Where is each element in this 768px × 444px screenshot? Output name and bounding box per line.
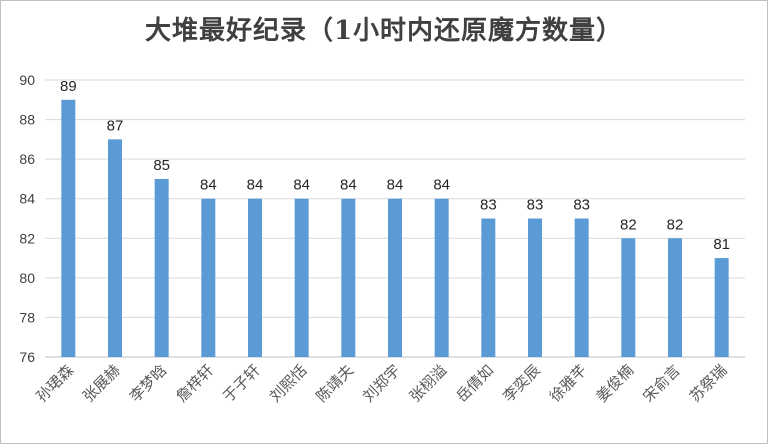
data-label: 84: [200, 177, 217, 194]
data-label: 83: [527, 197, 544, 214]
category-label: 徐雅芊: [546, 361, 591, 406]
category-label: 孙珺森: [33, 361, 78, 406]
bar: [388, 198, 402, 357]
bar: [574, 218, 589, 357]
bar: [528, 218, 542, 357]
bar: [434, 198, 449, 357]
category-label: 刘郑宇: [359, 361, 404, 406]
category-label: 李梦晗: [126, 361, 171, 406]
category-label: 詹梓轩: [173, 361, 218, 406]
bar: [621, 238, 636, 357]
category-label: 张展赫: [79, 361, 124, 406]
bar: [154, 178, 169, 357]
y-tick-label: 76: [19, 349, 35, 365]
data-label: 89: [60, 78, 77, 95]
category-label: 苏祭瑞: [686, 361, 731, 406]
category-label: 陈靖夫: [313, 361, 358, 406]
data-label: 84: [387, 177, 404, 194]
y-tick-label: 88: [19, 112, 35, 128]
bar: [108, 139, 122, 357]
category-label: 于子轩: [219, 361, 264, 406]
y-tick-label: 82: [19, 230, 35, 246]
bar: [341, 198, 356, 357]
category-label: 张栩溢: [406, 361, 451, 406]
y-tick-label: 84: [19, 191, 35, 207]
data-label: 83: [573, 197, 590, 214]
data-labels: 89 87 85 84 84 84 84 84 84 83 83 83 82 82 81: [60, 78, 730, 253]
data-label: 87: [107, 117, 124, 134]
data-label: 85: [153, 157, 170, 174]
bar: [714, 258, 729, 357]
y-axis-ticks: 76 78 80 82 84 86 88 90: [19, 72, 35, 365]
bar: [668, 238, 682, 357]
bar: [294, 198, 309, 357]
data-label: 84: [433, 177, 450, 194]
category-label: 岳倩如: [453, 361, 498, 406]
category-label: 李奕辰: [499, 361, 544, 406]
y-tick-label: 90: [19, 72, 35, 88]
chart-title: 大堆最好纪录（1小时内还原魔方数量）: [144, 16, 624, 46]
data-label: 84: [247, 177, 264, 194]
category-label: 刘熙恬: [266, 361, 311, 406]
bar: [481, 218, 496, 357]
y-tick-label: 86: [19, 151, 35, 167]
data-label: 83: [480, 197, 497, 214]
category-label: 宋俞言: [639, 361, 684, 406]
y-tick-label: 80: [19, 270, 35, 286]
category-label: 姜俊楠: [593, 361, 638, 406]
bars: [61, 99, 729, 358]
y-tick-label: 78: [19, 309, 35, 325]
data-label: 84: [293, 177, 310, 194]
category-labels: 孙珺森 张展赫 李梦晗 詹梓轩 于子轩 刘熙恬 陈靖夫 刘郑宇 张栩溢 岳倩如 李奕辰 徐雅芊 姜俊楠宋…: [33, 361, 731, 406]
bar: [61, 99, 76, 358]
bar: [248, 198, 262, 357]
bar: [201, 198, 216, 357]
data-label: 84: [340, 177, 357, 194]
data-label: 81: [713, 236, 730, 253]
data-label: 82: [667, 216, 684, 233]
data-label: 82: [620, 216, 637, 233]
